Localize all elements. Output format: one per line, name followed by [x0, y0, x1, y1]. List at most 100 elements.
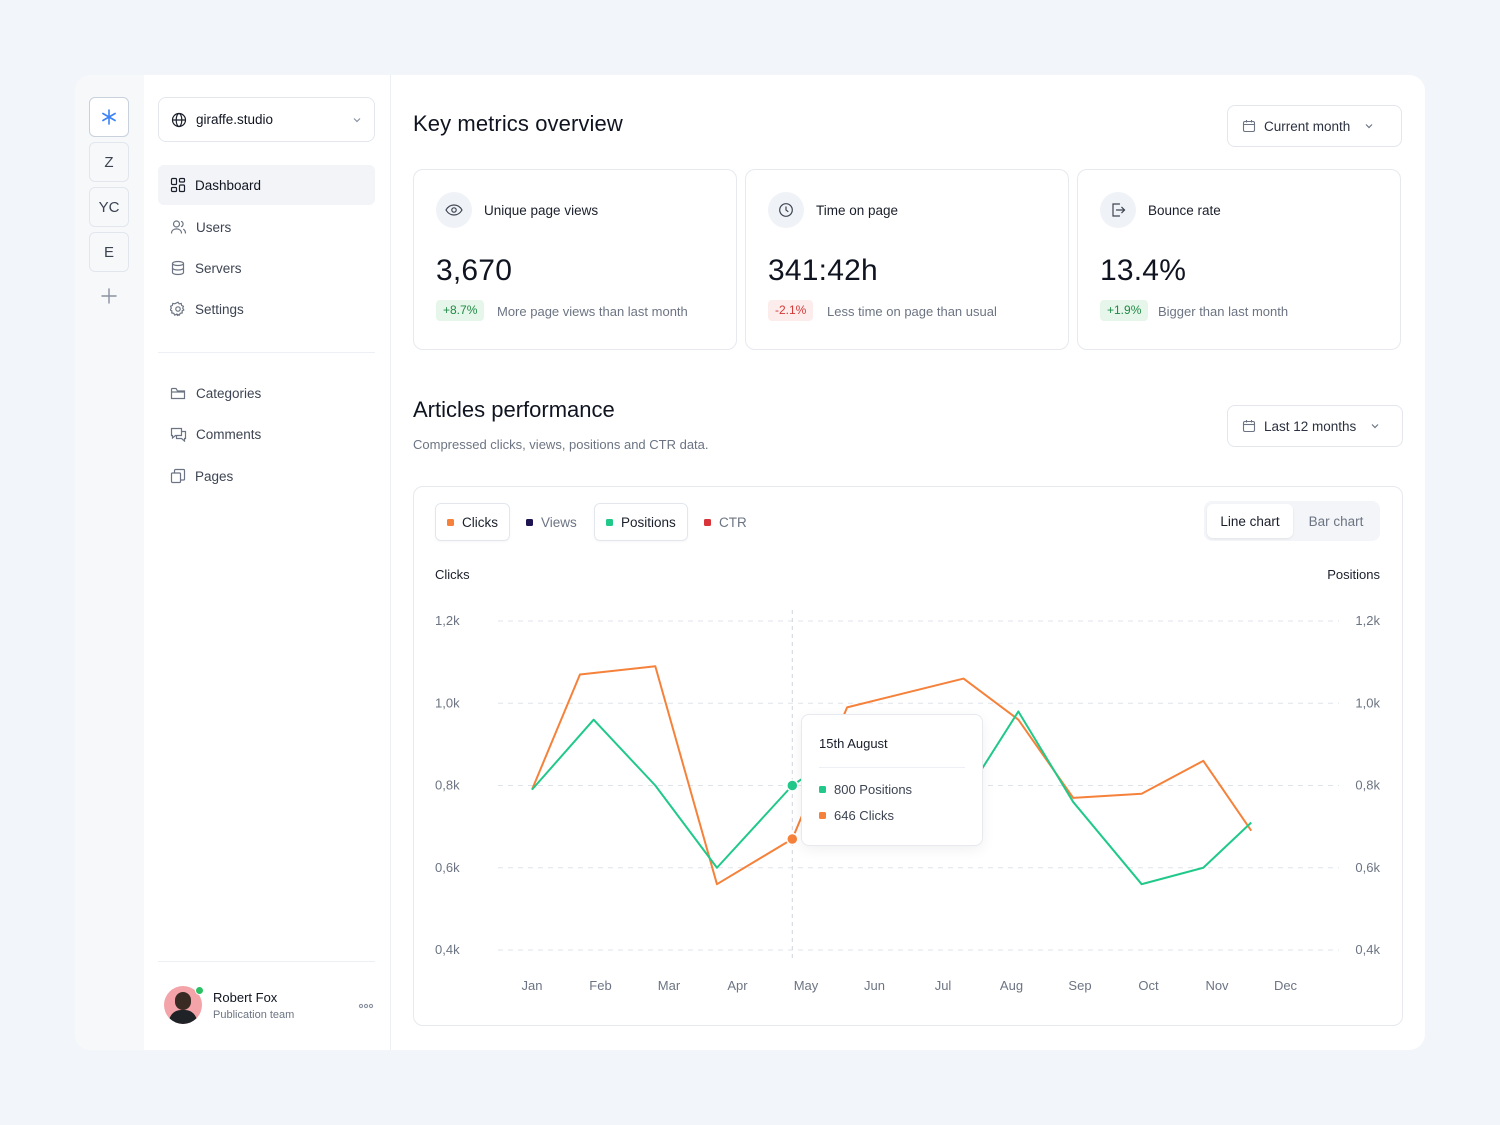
period-dropdown[interactable]: Current month — [1227, 105, 1402, 147]
metric-card-bounce-rate: Bounce rate 13.4% +1.9% Bigger than last… — [1077, 169, 1401, 350]
comments-icon — [170, 427, 187, 442]
workspace-yc-button[interactable]: YC — [89, 187, 129, 227]
plus-icon — [101, 288, 117, 304]
y-tick-label-left: 0,8k — [435, 778, 460, 793]
gear-icon — [170, 301, 185, 317]
more-options-icon[interactable] — [358, 996, 374, 1014]
site-name: giraffe.studio — [196, 112, 274, 127]
section-subtitle: Compressed clicks, views, positions and … — [413, 437, 709, 452]
workspace-home-button[interactable] — [89, 97, 129, 137]
metric-description: Less time on page than usual — [827, 304, 997, 319]
add-workspace-button[interactable] — [89, 276, 129, 316]
x-tick-label: Dec — [1274, 978, 1298, 993]
calendar-icon — [1242, 420, 1256, 433]
nav-label: Comments — [196, 426, 262, 442]
logout-icon — [1100, 192, 1136, 228]
chart-type-toggle: Line chart Bar chart — [1204, 501, 1380, 541]
users-icon — [170, 220, 187, 234]
legend-toggle-positions[interactable]: Positions — [594, 503, 688, 541]
site-selector[interactable]: giraffe.studio — [158, 97, 375, 142]
x-tick-label: Feb — [589, 978, 611, 993]
metric-change-badge: +8.7% — [436, 300, 485, 321]
tooltip-swatch — [819, 812, 826, 819]
folder-icon — [170, 387, 186, 399]
nav-label: Settings — [195, 301, 244, 317]
database-icon — [171, 260, 185, 276]
eye-icon — [436, 192, 472, 228]
period-label: Current month — [1264, 118, 1351, 134]
x-tick-label: May — [794, 978, 819, 993]
chevron-down-icon — [353, 117, 361, 122]
metric-title: Bounce rate — [1148, 203, 1221, 218]
range-label: Last 12 months — [1264, 418, 1357, 434]
metric-title: Time on page — [816, 203, 899, 218]
y-tick-label-right: 1,0k — [1355, 695, 1380, 710]
legend-toggle-views[interactable]: Views — [515, 503, 588, 541]
metric-description: Bigger than last month — [1158, 304, 1289, 319]
left-axis-title: Clicks — [435, 567, 470, 582]
chart-card: Clicks Views Positions CTR Line chart Ba… — [413, 486, 1403, 1026]
tooltip-positions-row: 800 Positions — [819, 782, 912, 797]
nav-item-comments[interactable]: Comments — [158, 414, 375, 454]
y-tick-label-left: 0,4k — [435, 942, 460, 957]
legend-swatch — [606, 518, 613, 526]
nav-item-servers[interactable]: Servers — [158, 248, 375, 288]
nav-label: Pages — [195, 468, 234, 484]
chevron-down-icon — [1371, 424, 1379, 429]
workspace-label: Z — [104, 153, 114, 171]
y-tick-label-left: 1,2k — [435, 613, 460, 628]
nav-item-categories[interactable]: Categories — [158, 373, 375, 413]
nav-item-dashboard[interactable]: Dashboard — [158, 165, 375, 205]
x-tick-label: Sep — [1068, 978, 1091, 993]
series-line-clicks — [531, 665, 1253, 886]
nav-item-settings[interactable]: Settings — [158, 289, 375, 329]
workspace-label: YC — [98, 198, 120, 216]
legend-swatch — [526, 518, 533, 526]
legend-toggle-ctr[interactable]: CTR — [693, 503, 758, 541]
sidebar-divider — [158, 352, 375, 353]
x-tick-label: Apr — [727, 978, 748, 993]
nav-label: Categories — [196, 385, 262, 401]
workspace-z-button[interactable]: Z — [89, 142, 129, 182]
nav-label: Users — [196, 219, 232, 235]
workspace-e-button[interactable]: E — [89, 232, 129, 272]
calendar-icon — [1242, 120, 1256, 133]
section-title: Articles performance — [413, 397, 615, 422]
legend-swatch — [447, 518, 454, 526]
online-status-dot — [195, 986, 204, 995]
main-content: Key metrics overview Current month Uniqu… — [391, 75, 1425, 1050]
x-tick-label: Nov — [1205, 978, 1229, 993]
x-tick-label: Aug — [1000, 978, 1023, 993]
app-window: Z YC E giraffe.studio Dashboard Users Se… — [75, 75, 1425, 1050]
nav-item-users[interactable]: Users — [158, 207, 375, 247]
chart-tooltip: 15th August 800 Positions 646 Clicks — [801, 714, 983, 846]
workspace-rail: Z YC E — [75, 75, 144, 1050]
grid-icon — [170, 177, 186, 193]
nav-item-pages[interactable]: Pages — [158, 456, 375, 496]
globe-icon — [171, 112, 187, 127]
legend-swatch — [704, 518, 711, 526]
legend-label: Views — [541, 514, 577, 530]
tooltip-positions: 800 Positions — [834, 782, 913, 797]
y-tick-label-left: 1,0k — [435, 695, 460, 710]
metric-value: 13.4% — [1100, 254, 1187, 287]
clock-icon — [768, 192, 804, 228]
line-chart-tab[interactable]: Line chart — [1207, 504, 1293, 538]
legend-toggle-clicks[interactable]: Clicks — [435, 503, 510, 541]
chevron-down-icon — [1365, 124, 1373, 129]
tooltip-date: 15th August — [819, 736, 888, 751]
nav-label: Dashboard — [195, 177, 262, 193]
metric-change-badge: +1.9% — [1100, 300, 1149, 321]
y-tick-label-right: 0,4k — [1355, 942, 1380, 957]
user-profile[interactable]: Robert Fox Publication team — [164, 985, 374, 1025]
sidebar-divider — [158, 961, 375, 962]
metric-value: 3,670 — [436, 254, 513, 287]
range-dropdown[interactable]: Last 12 months — [1227, 405, 1403, 447]
bar-chart-tab[interactable]: Bar chart — [1308, 513, 1364, 529]
y-tick-label-right: 0,6k — [1355, 860, 1380, 875]
tooltip-swatch — [819, 786, 826, 793]
x-tick-label: Oct — [1138, 978, 1159, 993]
pages-icon — [170, 468, 186, 484]
metric-description: More page views than last month — [497, 304, 688, 319]
y-tick-label-right: 1,2k — [1355, 613, 1380, 628]
